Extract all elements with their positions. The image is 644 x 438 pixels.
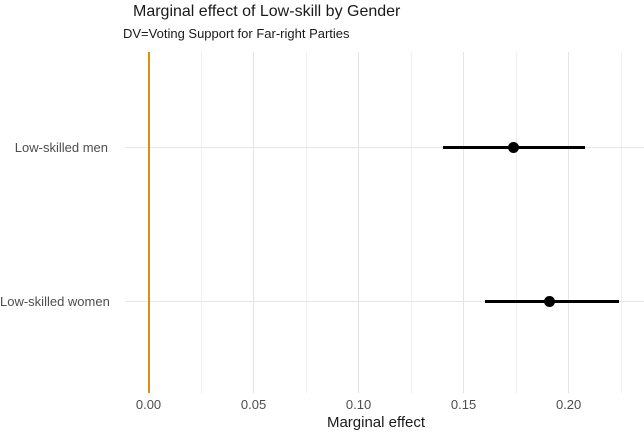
x-axis-tick-label: 0.00 — [135, 397, 162, 412]
x-gridline-major — [463, 52, 465, 393]
x-gridline-major — [358, 52, 360, 393]
x-gridline-major — [253, 52, 255, 393]
x-gridline-minor — [410, 52, 412, 393]
x-gridline-major — [568, 52, 570, 393]
y-gridline — [125, 147, 644, 148]
zero-reference-line — [147, 52, 150, 393]
point-estimate — [508, 141, 520, 153]
x-gridline-minor — [305, 52, 307, 393]
chart-subtitle: DV=Voting Support for Far-right Parties — [123, 26, 350, 41]
x-axis-title: Marginal effect — [326, 414, 426, 431]
x-axis-tick-label: 0.15 — [450, 397, 477, 412]
y-axis-label: Low-skilled men — [14, 140, 108, 155]
x-gridline-minor — [620, 52, 622, 393]
x-axis-tick-label: 0.05 — [240, 397, 267, 412]
x-axis-tick-label: 0.20 — [555, 397, 582, 412]
x-axis-tick-label: 0.10 — [345, 397, 372, 412]
x-gridline-minor — [200, 52, 202, 393]
plot-panel — [125, 52, 644, 393]
y-gridline — [125, 301, 644, 302]
point-estimate — [544, 295, 556, 307]
chart-title: Marginal effect of Low-skill by Gender — [133, 3, 401, 20]
y-axis-label: Low-skilled women — [0, 294, 110, 309]
x-gridline-minor — [515, 52, 517, 393]
